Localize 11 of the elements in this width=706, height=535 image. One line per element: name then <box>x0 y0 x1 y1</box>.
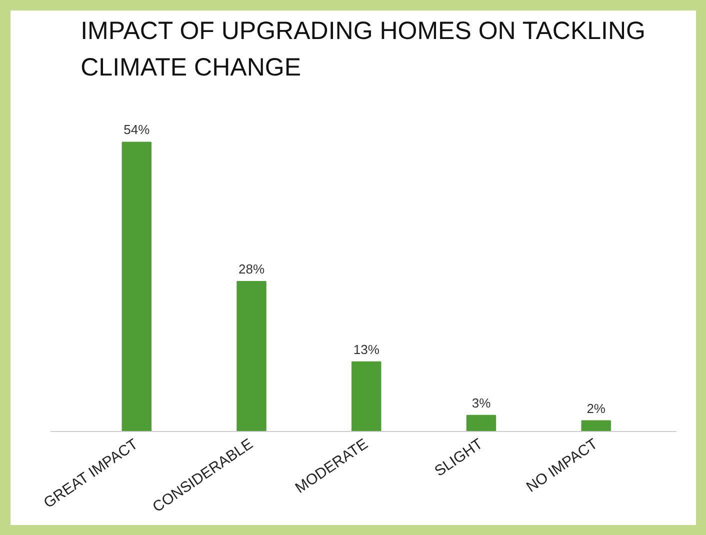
bar <box>352 361 382 432</box>
data-label: 13% <box>353 342 380 357</box>
data-label: 28% <box>238 262 265 276</box>
data-label: 3% <box>472 395 492 410</box>
bar <box>122 142 152 432</box>
chart-title: IMPACT OF UPGRADING HOMES ON TACKLING CLIMATE CHANGE <box>80 17 646 82</box>
bar <box>236 281 266 432</box>
bar <box>581 420 611 432</box>
bar <box>466 414 496 432</box>
data-label: 54% <box>124 122 150 138</box>
data-label: 2% <box>586 400 606 416</box>
